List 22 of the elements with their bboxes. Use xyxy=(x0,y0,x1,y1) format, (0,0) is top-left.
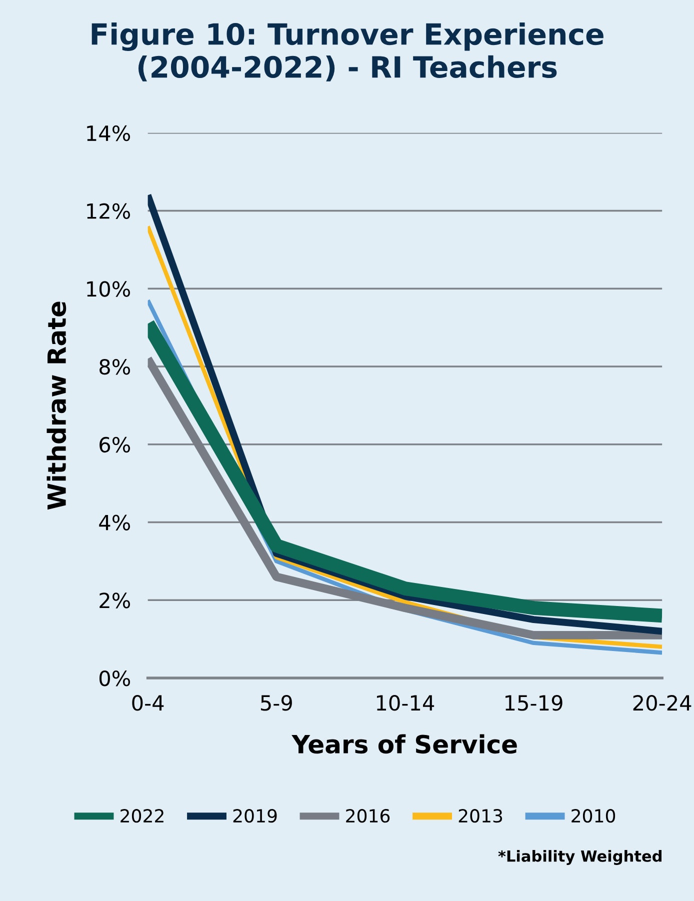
y-tick-label: 2% xyxy=(100,592,130,608)
y-axis-title: Withdraw Rate xyxy=(46,302,66,510)
x-tick-label: 10-14 xyxy=(376,695,434,711)
y-tick-label: 6% xyxy=(100,436,130,453)
legend-label: 2019 xyxy=(233,809,277,823)
legend-label: 2016 xyxy=(346,809,390,823)
chart-title: Figure 10: Turnover Experience (2004-2022) - RI Teachers xyxy=(92,22,604,82)
x-tick-label: 15-19 xyxy=(506,695,562,711)
legend-label: 2013 xyxy=(458,809,502,823)
y-tick-label: 0% xyxy=(99,670,130,686)
x-tick-label: 0-4 xyxy=(132,695,164,711)
y-tick-label: 8% xyxy=(100,358,130,375)
legend-label: 2022 xyxy=(120,809,164,823)
legend-label: 2010 xyxy=(572,809,616,823)
y-tick-label: 4% xyxy=(99,514,130,530)
y-tick-label: 10% xyxy=(87,281,130,297)
x-axis-title: Years of Service xyxy=(292,734,517,754)
x-tick-label: 5-9 xyxy=(260,695,292,711)
x-tick-label: 20-24 xyxy=(633,695,692,711)
text: *Liability Weighted xyxy=(498,850,662,865)
y-tick-label: 14% xyxy=(87,125,130,142)
y-tick-label: 12% xyxy=(87,203,130,219)
